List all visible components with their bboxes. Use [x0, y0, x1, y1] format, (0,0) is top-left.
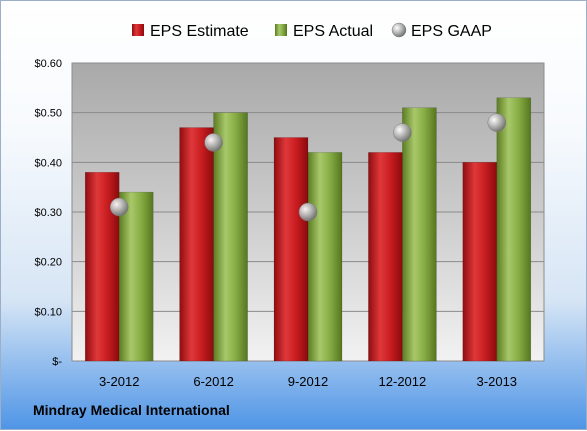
marker-eps-gaap [109, 197, 129, 217]
y-tick-label: $0.50 [34, 108, 62, 120]
bar-eps-actual [213, 112, 248, 362]
y-tick-label: $0.40 [34, 157, 62, 169]
y-tick-label: $0.30 [34, 207, 62, 219]
company-name: Mindray Medical International [33, 402, 230, 418]
x-tick-label: 9-2012 [288, 374, 328, 389]
bar-marks [84, 97, 532, 362]
y-tick-label: $0.60 [34, 58, 62, 70]
marker-eps-gaap [298, 202, 318, 222]
legend-label: EPS GAAP [411, 23, 492, 40]
legend-swatch [132, 24, 144, 36]
x-tick-label: 12-2012 [379, 374, 427, 389]
bar-eps-actual [402, 107, 437, 362]
marker-eps-gaap [204, 133, 223, 152]
x-axis-tick-labels: 3-2012 6-2012 9-2012 12-2012 3-2013 [99, 374, 517, 389]
bar-eps-estimate [179, 127, 214, 362]
bar-eps-estimate [273, 137, 309, 362]
y-tick-label: $- [52, 356, 62, 368]
gaap-markers [109, 113, 507, 222]
y-tick-label: $0.20 [34, 257, 62, 269]
bar-eps-actual [496, 97, 532, 362]
legend-swatch [391, 22, 407, 38]
y-axis-tick-labels: $- $0.10 $0.20 $0.30 $0.40 $0.50 $0.60 [34, 58, 62, 368]
x-tick-label: 3-2012 [99, 374, 139, 389]
legend-label: EPS Actual [293, 23, 373, 40]
legend-swatch [275, 24, 287, 36]
x-tick-label: 3-2013 [477, 374, 517, 389]
legend-label: EPS Estimate [150, 23, 249, 40]
bar-eps-actual [307, 152, 343, 362]
legend: EPS Estimate EPS Actual EPS GAAP [132, 22, 492, 40]
bar-eps-estimate [462, 162, 498, 362]
bar-eps-actual [118, 191, 154, 362]
y-tick-label: $0.10 [34, 306, 62, 318]
x-tick-label: 6-2012 [193, 374, 233, 389]
marker-eps-gaap [393, 123, 412, 142]
marker-eps-gaap [487, 113, 507, 132]
bar-eps-estimate [368, 152, 403, 362]
